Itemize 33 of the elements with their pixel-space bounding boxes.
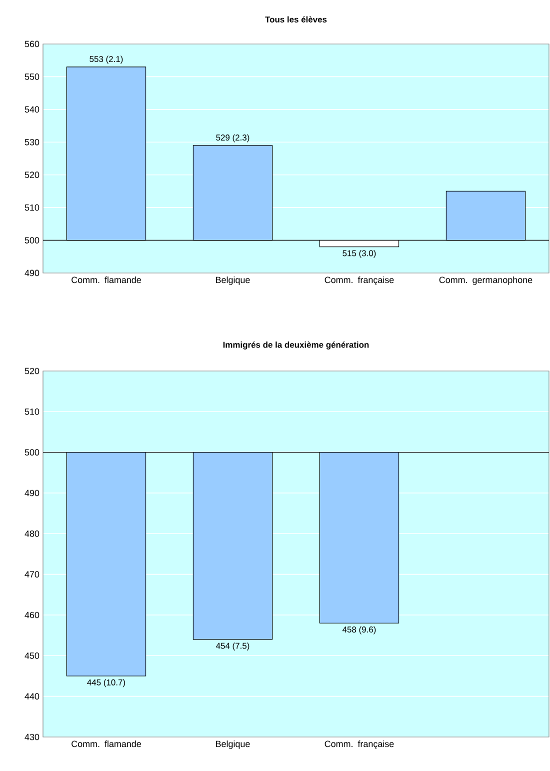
chart-title: Tous les élèves [265, 16, 327, 22]
y-tick-label: 480 [24, 530, 40, 537]
y-tick-label: 500 [24, 237, 40, 244]
x-tick-label: Comm. flamande [72, 740, 141, 748]
y-tick-label: 460 [24, 612, 40, 618]
annotation: 454 (7.5) [216, 642, 250, 650]
y-tick-label: 500 [24, 449, 40, 456]
y-tick-label: 540 [24, 106, 40, 113]
chart-title: Immigrés de la deuxième génération [223, 341, 369, 350]
y-tick-label: 510 [24, 204, 40, 211]
annotation: 553 (2.1) [90, 56, 123, 64]
x-tick-label: Comm. française [324, 276, 394, 285]
y-tick-label: 490 [24, 270, 40, 276]
x-tick-label: Comm. germanophone [439, 276, 532, 285]
x-tick-label: Comm. flamande [72, 276, 141, 284]
y-tick-label: 440 [24, 693, 40, 700]
y-tick-label: 470 [24, 571, 40, 578]
y-tick-label: 430 [24, 734, 40, 740]
y-tick-label: 450 [24, 652, 40, 659]
annotation: 445 (10.7) [87, 679, 126, 688]
x-tick-label: Comm. française [324, 740, 394, 749]
x-tick-label: Belgique [216, 740, 250, 749]
y-tick-label: 510 [24, 408, 40, 415]
y-tick-label: 560 [24, 40, 40, 48]
y-tick-label: 530 [24, 138, 40, 146]
y-tick-label: 490 [24, 490, 40, 496]
x-tick-label: Belgique [216, 276, 250, 285]
annotation: 529 (2.3) [216, 134, 250, 142]
y-tick-label: 520 [24, 172, 40, 178]
annotation: 458 (9.6) [342, 626, 376, 634]
annotation: 515 (3.0) [342, 250, 376, 258]
y-tick-label: 520 [24, 368, 40, 374]
y-tick-label: 550 [24, 74, 40, 80]
